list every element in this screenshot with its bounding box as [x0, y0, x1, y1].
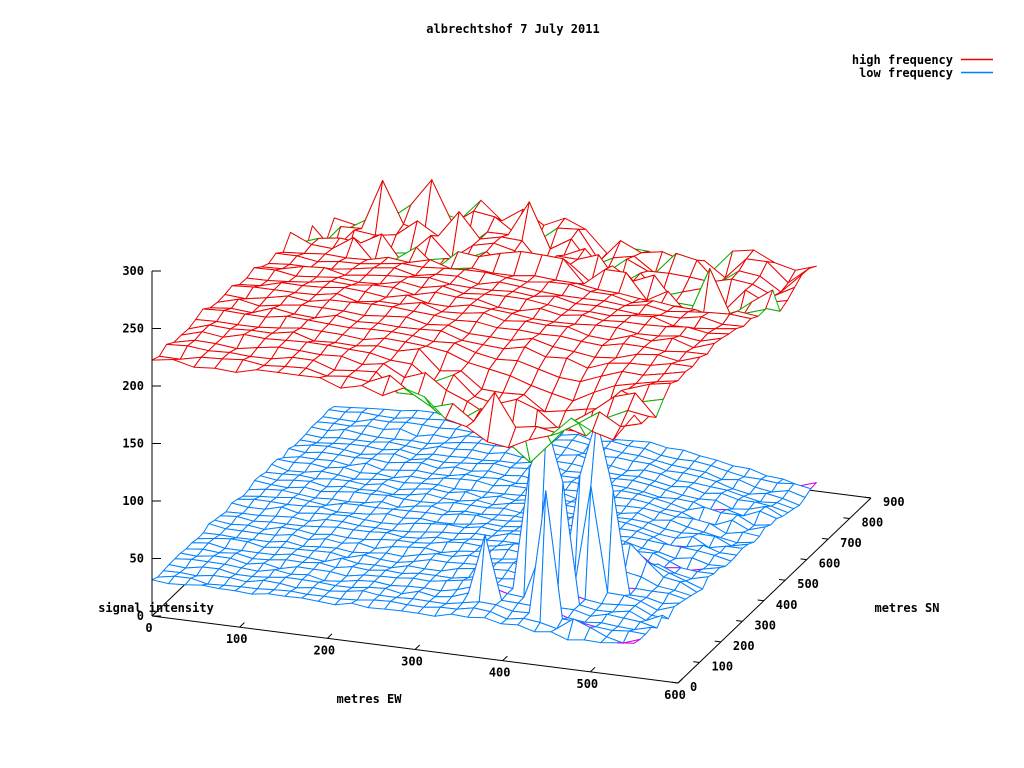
- y-axis-line: [677, 497, 872, 684]
- x-tick: [239, 622, 245, 628]
- axes: 0100200300400500600010020030040050060070…: [122, 264, 904, 702]
- x-tick: [151, 611, 158, 617]
- x-axis-title: metres EW: [336, 692, 402, 706]
- y-tick-label: 300: [754, 618, 776, 632]
- x-tick: [677, 678, 684, 684]
- y-tick-label: 500: [797, 577, 819, 591]
- x-tick-label: 400: [489, 666, 511, 680]
- y-tick: [671, 681, 679, 684]
- x-tick: [589, 666, 596, 673]
- z-tick-label: 100: [122, 494, 144, 508]
- y-tick: [864, 496, 872, 499]
- x-tick-label: 300: [401, 655, 423, 669]
- y-tick: [693, 661, 700, 663]
- z-tick-label: 150: [122, 437, 144, 451]
- chart-title: albrechtshof 7 July 2011: [426, 22, 599, 36]
- y-tick-label: 800: [862, 516, 884, 530]
- z-tick-label: 300: [122, 264, 144, 278]
- legend-label-high-frequency: high frequency: [852, 53, 953, 67]
- x-tick: [326, 633, 333, 639]
- x-tick: [502, 655, 508, 662]
- x-tick-label: 100: [226, 632, 248, 646]
- x-tick-label: 600: [664, 688, 686, 702]
- y-tick-label: 400: [776, 598, 798, 612]
- legend-label-low-frequency: low frequency: [859, 66, 953, 80]
- x-tick-label: 500: [576, 677, 598, 691]
- x-tick-label: 200: [313, 643, 335, 657]
- z-tick-label: 250: [122, 322, 144, 336]
- high-frequency-surface: [151, 179, 817, 463]
- y-axis-title: metres SN: [874, 601, 939, 615]
- surface-meshes: [151, 179, 817, 644]
- y-tick: [714, 640, 721, 643]
- z-tick-label: 0: [137, 609, 144, 623]
- y-tick-label: 900: [883, 495, 905, 509]
- y-tick: [779, 578, 786, 581]
- y-tick: [736, 620, 743, 622]
- y-tick: [821, 537, 829, 540]
- y-tick: [800, 558, 807, 561]
- y-tick-label: 200: [733, 639, 755, 653]
- y-tick-label: 700: [840, 536, 862, 550]
- y-tick: [843, 517, 850, 520]
- z-tick-label: 200: [122, 379, 144, 393]
- z-axis-title: signal intensity: [98, 601, 214, 615]
- legend: high frequency low frequency: [852, 53, 993, 80]
- y-tick-label: 100: [711, 659, 733, 673]
- z-tick-label: 50: [130, 552, 144, 566]
- y-tick-label: 600: [819, 557, 841, 571]
- y-tick-label: 0: [690, 680, 697, 694]
- x-tick: [414, 644, 421, 650]
- mesh-quad: [612, 414, 642, 441]
- low-frequency-surface: [151, 406, 817, 644]
- x-tick-label: 0: [145, 621, 152, 635]
- y-tick: [757, 599, 764, 602]
- mesh-quad: [617, 638, 641, 644]
